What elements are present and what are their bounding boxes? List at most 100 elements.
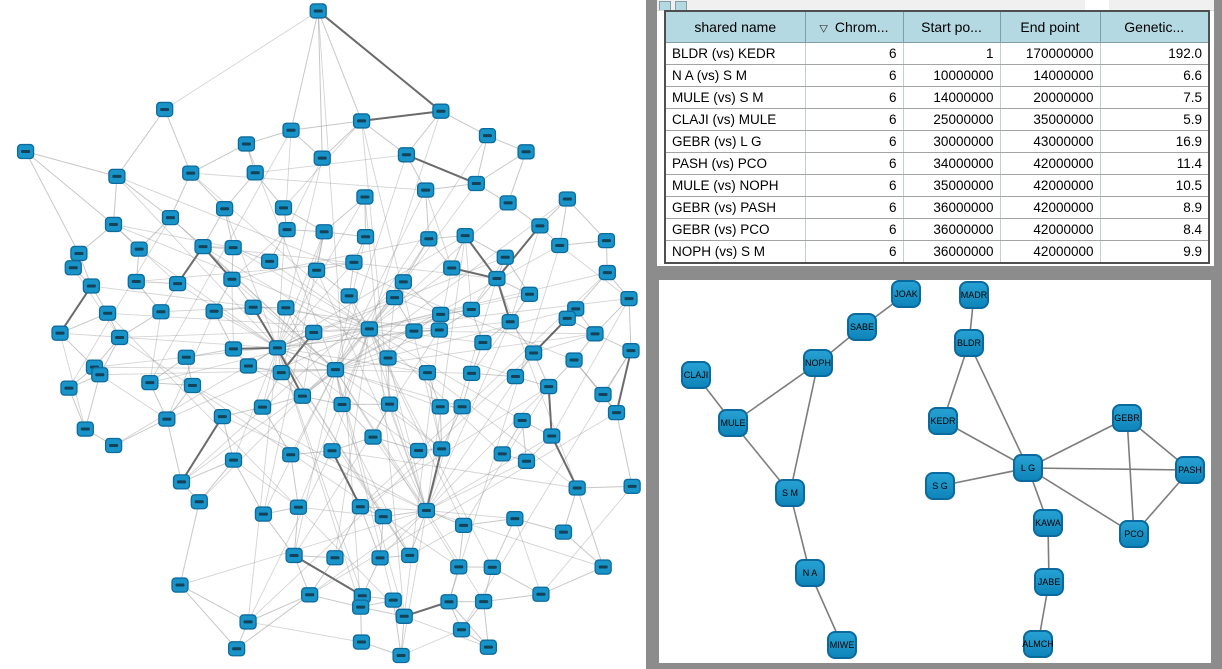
- network-node[interactable]: [351, 499, 370, 515]
- network-node[interactable]: [540, 378, 558, 395]
- column-header-start-point[interactable]: Start po...: [902, 10, 1001, 43]
- network-node[interactable]: [520, 286, 539, 302]
- table-cell[interactable]: 42000000: [999, 240, 1101, 264]
- network-node[interactable]: [254, 506, 273, 522]
- table-cell[interactable]: 30000000: [902, 130, 1001, 153]
- network-node[interactable]: [478, 128, 497, 144]
- network-node[interactable]: [237, 136, 256, 152]
- network-node[interactable]: [352, 634, 371, 650]
- network-node[interactable]: [356, 189, 374, 205]
- network-node[interactable]: [594, 559, 612, 575]
- network-node[interactable]: [293, 388, 312, 404]
- table-cell[interactable]: GEBR (vs) PCO: [664, 218, 806, 241]
- table-row[interactable]: GEBR (vs) L G 6 30000000 43000000 16.9: [664, 130, 1210, 153]
- table-cell[interactable]: 6: [804, 42, 904, 65]
- subnetwork-node-miwe[interactable]: MIWE: [827, 631, 857, 659]
- network-node[interactable]: [246, 165, 264, 181]
- network-node[interactable]: [172, 474, 191, 490]
- subnetwork-node-pco[interactable]: PCO: [1119, 520, 1149, 548]
- network-node[interactable]: [607, 405, 626, 421]
- table-cell[interactable]: 6: [804, 64, 904, 87]
- subnetwork-node-kawa[interactable]: KAWA: [1033, 509, 1063, 537]
- panel-tab-icon[interactable]: [675, 1, 687, 10]
- network-node[interactable]: [285, 547, 303, 564]
- network-node[interactable]: [282, 122, 300, 138]
- subnetwork-node-n-a[interactable]: N A: [795, 559, 825, 587]
- network-node[interactable]: [597, 232, 616, 249]
- table-row[interactable]: GEBR (vs) PASH 6 36000000 42000000 8.9: [664, 196, 1210, 219]
- network-node[interactable]: [558, 310, 576, 326]
- network-node[interactable]: [289, 499, 308, 515]
- network-node[interactable]: [356, 229, 375, 245]
- network-node[interactable]: [586, 326, 604, 342]
- network-node[interactable]: [168, 275, 187, 292]
- network-node[interactable]: [474, 593, 493, 610]
- column-header-shared-name[interactable]: shared name: [664, 10, 806, 43]
- network-node[interactable]: [268, 340, 287, 356]
- table-row[interactable]: BLDR (vs) KEDR 6 1 170000000 192.0: [664, 42, 1210, 65]
- table-cell[interactable]: 6: [804, 240, 904, 264]
- network-node[interactable]: [82, 278, 101, 294]
- network-node[interactable]: [315, 224, 333, 240]
- network-node[interactable]: [620, 290, 638, 307]
- network-node[interactable]: [104, 216, 123, 233]
- network-node[interactable]: [307, 262, 326, 278]
- network-node[interactable]: [76, 421, 94, 437]
- network-node[interactable]: [223, 271, 241, 287]
- table-cell[interactable]: 5.9: [1099, 108, 1210, 131]
- network-node[interactable]: [224, 239, 242, 256]
- network-node[interactable]: [405, 323, 423, 339]
- subnetwork-node-bldr[interactable]: BLDR: [954, 329, 984, 357]
- table-cell[interactable]: 8.4: [1099, 218, 1210, 241]
- subnetwork-edge[interactable]: [968, 342, 1029, 469]
- panel-tab-icon[interactable]: [659, 1, 671, 10]
- network-node[interactable]: [205, 303, 223, 319]
- subnetwork-node-sabe[interactable]: SABE: [847, 313, 877, 341]
- network-node[interactable]: [397, 147, 416, 163]
- network-node[interactable]: [513, 412, 531, 429]
- table-cell[interactable]: 36000000: [902, 240, 1001, 264]
- network-node[interactable]: [224, 341, 243, 357]
- subnetwork-node-s-m[interactable]: S M: [775, 479, 805, 507]
- network-node[interactable]: [177, 349, 195, 365]
- table-cell[interactable]: BLDR (vs) KEDR: [664, 42, 806, 65]
- subnetwork-edge[interactable]: [1027, 467, 1135, 535]
- table-cell[interactable]: NOPH (vs) S M: [664, 240, 806, 264]
- table-cell[interactable]: 35000000: [999, 108, 1101, 131]
- network-node[interactable]: [364, 429, 382, 445]
- network-node[interactable]: [493, 446, 511, 462]
- table-cell[interactable]: CLAJI (vs) MULE: [664, 108, 806, 131]
- network-node[interactable]: [213, 408, 232, 425]
- network-node[interactable]: [161, 209, 180, 226]
- table-cell[interactable]: 25000000: [902, 108, 1001, 131]
- subnetwork-node-s-g[interactable]: S G: [925, 472, 955, 500]
- network-node[interactable]: [323, 443, 341, 459]
- network-node[interactable]: [326, 550, 344, 566]
- table-row[interactable]: N A (vs) S M 6 10000000 14000000 6.6: [664, 64, 1210, 87]
- network-node[interactable]: [598, 264, 616, 281]
- network-node[interactable]: [141, 375, 159, 391]
- network-node[interactable]: [309, 3, 327, 19]
- network-node[interactable]: [374, 508, 392, 525]
- network-node[interactable]: [282, 447, 300, 463]
- network-node[interactable]: [305, 324, 323, 341]
- subnetwork-panel[interactable]: JOAK SABE NOPH CLAJI MULE S M N A MIWE MADR BLDR K…: [659, 280, 1211, 663]
- main-network-panel[interactable]: [0, 0, 646, 669]
- subnetwork-edge[interactable]: [789, 362, 819, 494]
- network-node[interactable]: [392, 647, 410, 664]
- table-cell[interactable]: 6: [804, 86, 904, 109]
- network-node[interactable]: [340, 288, 358, 304]
- subnetwork-edge[interactable]: [1027, 417, 1128, 469]
- network-node[interactable]: [543, 428, 561, 444]
- network-node[interactable]: [171, 577, 189, 593]
- network-node[interactable]: [499, 195, 517, 211]
- network-node[interactable]: [395, 608, 413, 624]
- table-cell[interactable]: 192.0: [1099, 42, 1210, 65]
- network-node[interactable]: [127, 273, 145, 290]
- network-node[interactable]: [156, 101, 174, 118]
- table-row[interactable]: CLAJI (vs) MULE 6 25000000 35000000 5.9: [664, 108, 1210, 131]
- table-cell[interactable]: 14000000: [902, 86, 1001, 109]
- network-node[interactable]: [272, 364, 290, 381]
- network-node[interactable]: [239, 358, 258, 374]
- table-cell[interactable]: 34000000: [902, 152, 1001, 175]
